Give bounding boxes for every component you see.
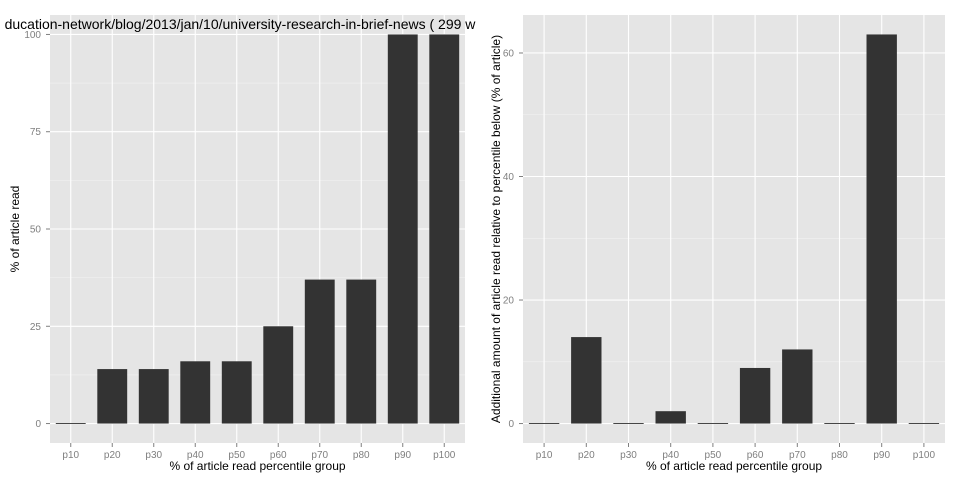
x-tick-label: p80 [831,450,848,461]
y-axis-label: Additional amount of article read relati… [489,35,503,423]
bar-p100 [908,423,940,424]
y-tick-label: 0 [35,419,41,430]
bar-p80 [346,279,377,424]
bar-p10 [528,423,560,424]
bar-p20 [97,369,128,424]
x-tick-label: p100 [433,450,456,461]
x-tick-label: p100 [913,450,936,461]
bar-p100 [429,34,460,424]
x-tick-label: p80 [353,450,370,461]
y-axis-label: % of article read [8,186,22,273]
x-tick-label: p90 [873,450,890,461]
bar-p90 [866,34,897,424]
bar-p70 [304,279,335,424]
x-tick-label: p50 [228,450,245,461]
x-tick-label: p30 [145,450,162,461]
x-tick-label: p20 [578,450,595,461]
bar-p60 [739,367,771,424]
bar-p50 [697,423,729,424]
y-tick-label: 75 [30,127,42,138]
x-tick-label: p20 [104,450,121,461]
x-tick-label: p50 [705,450,722,461]
x-tick-label: p30 [620,450,637,461]
bar-p90 [387,34,418,424]
bar-p30 [138,369,169,424]
x-tick-label: p70 [311,450,328,461]
bar-p40 [180,361,211,424]
x-axis-label: % of article read percentile group [646,459,822,473]
x-tick-label: p60 [270,450,287,461]
x-tick-label: p10 [62,450,79,461]
chart-panel-1: 0 25 50 75 100 p10 p20 p30 p40 p50 p60 p70 p80 p90 p10… [5,15,477,473]
x-tick-label: p70 [789,450,806,461]
y-tick-label: 100 [24,30,41,41]
chart-title: ducation-network/blog/2013/jan/10/univer… [5,16,477,32]
x-tick-label: p10 [536,450,553,461]
y-tick-label: 50 [30,225,42,236]
y-tick-label: 20 [503,296,515,307]
x-axis-label: % of article read percentile group [169,459,345,473]
bar-p40 [655,411,686,424]
x-tick-label: p40 [662,450,679,461]
x-tick-label: p90 [394,450,411,461]
y-tick-label: 60 [503,48,515,59]
bar-p20 [571,337,602,424]
bar-p70 [782,349,813,424]
chart-panel-2: 0 20 40 60 p10 p20 p30 p40 p50 p60 p70 p80 p90 p100 % … [489,15,945,473]
bar-p30 [613,423,644,424]
y-tick-label: 40 [503,172,515,183]
bar-p50 [221,361,252,424]
y-tick-label: 25 [30,322,42,333]
y-tick-label: 0 [508,419,514,430]
bar-p10 [55,423,86,424]
bar-p60 [263,326,294,424]
x-tick-label: p40 [187,450,204,461]
x-tick-label: p60 [747,450,764,461]
bar-p80 [824,423,855,424]
